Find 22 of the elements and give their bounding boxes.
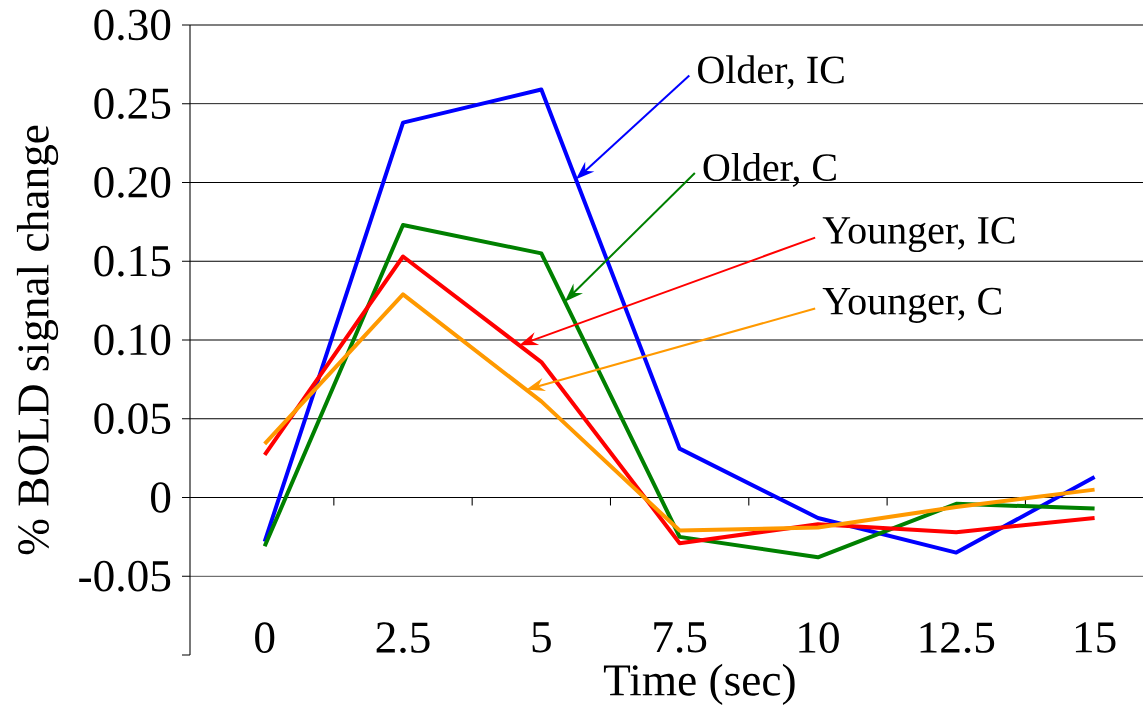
x-tick-label: 7.5: [654, 622, 707, 653]
x-tick-label: 10: [799, 622, 839, 653]
x-axis-title: Time (sec): [603, 663, 795, 705]
line-series: [262, 87, 1097, 555]
y-tick-label: 0.30: [94, 9, 171, 41]
y-tick-label: 0: [151, 482, 171, 513]
y-tick-label: -0.05: [79, 560, 171, 592]
text: Older, IC: [698, 55, 844, 90]
y-tick-label: 0.15: [94, 245, 171, 277]
text: Younger, C: [822, 287, 1002, 323]
x-tick-label: 0: [255, 622, 275, 653]
x-tick-label: 15: [1075, 622, 1116, 653]
y-tick-label: 0.05: [94, 403, 171, 435]
x-tick-label: 12.5: [920, 622, 995, 654]
text: Older, C: [703, 152, 836, 187]
y-tick-label: 0.25: [94, 88, 171, 120]
y-tick-label: 0.20: [94, 167, 171, 198]
y-tick-label: 0.10: [94, 324, 171, 356]
x-tick-label: 2.5: [376, 622, 430, 654]
x-tick-label: 5: [532, 622, 551, 653]
y-axis-title: % BOLD signal change: [16, 125, 59, 555]
text: Younger, IC: [822, 216, 1015, 253]
